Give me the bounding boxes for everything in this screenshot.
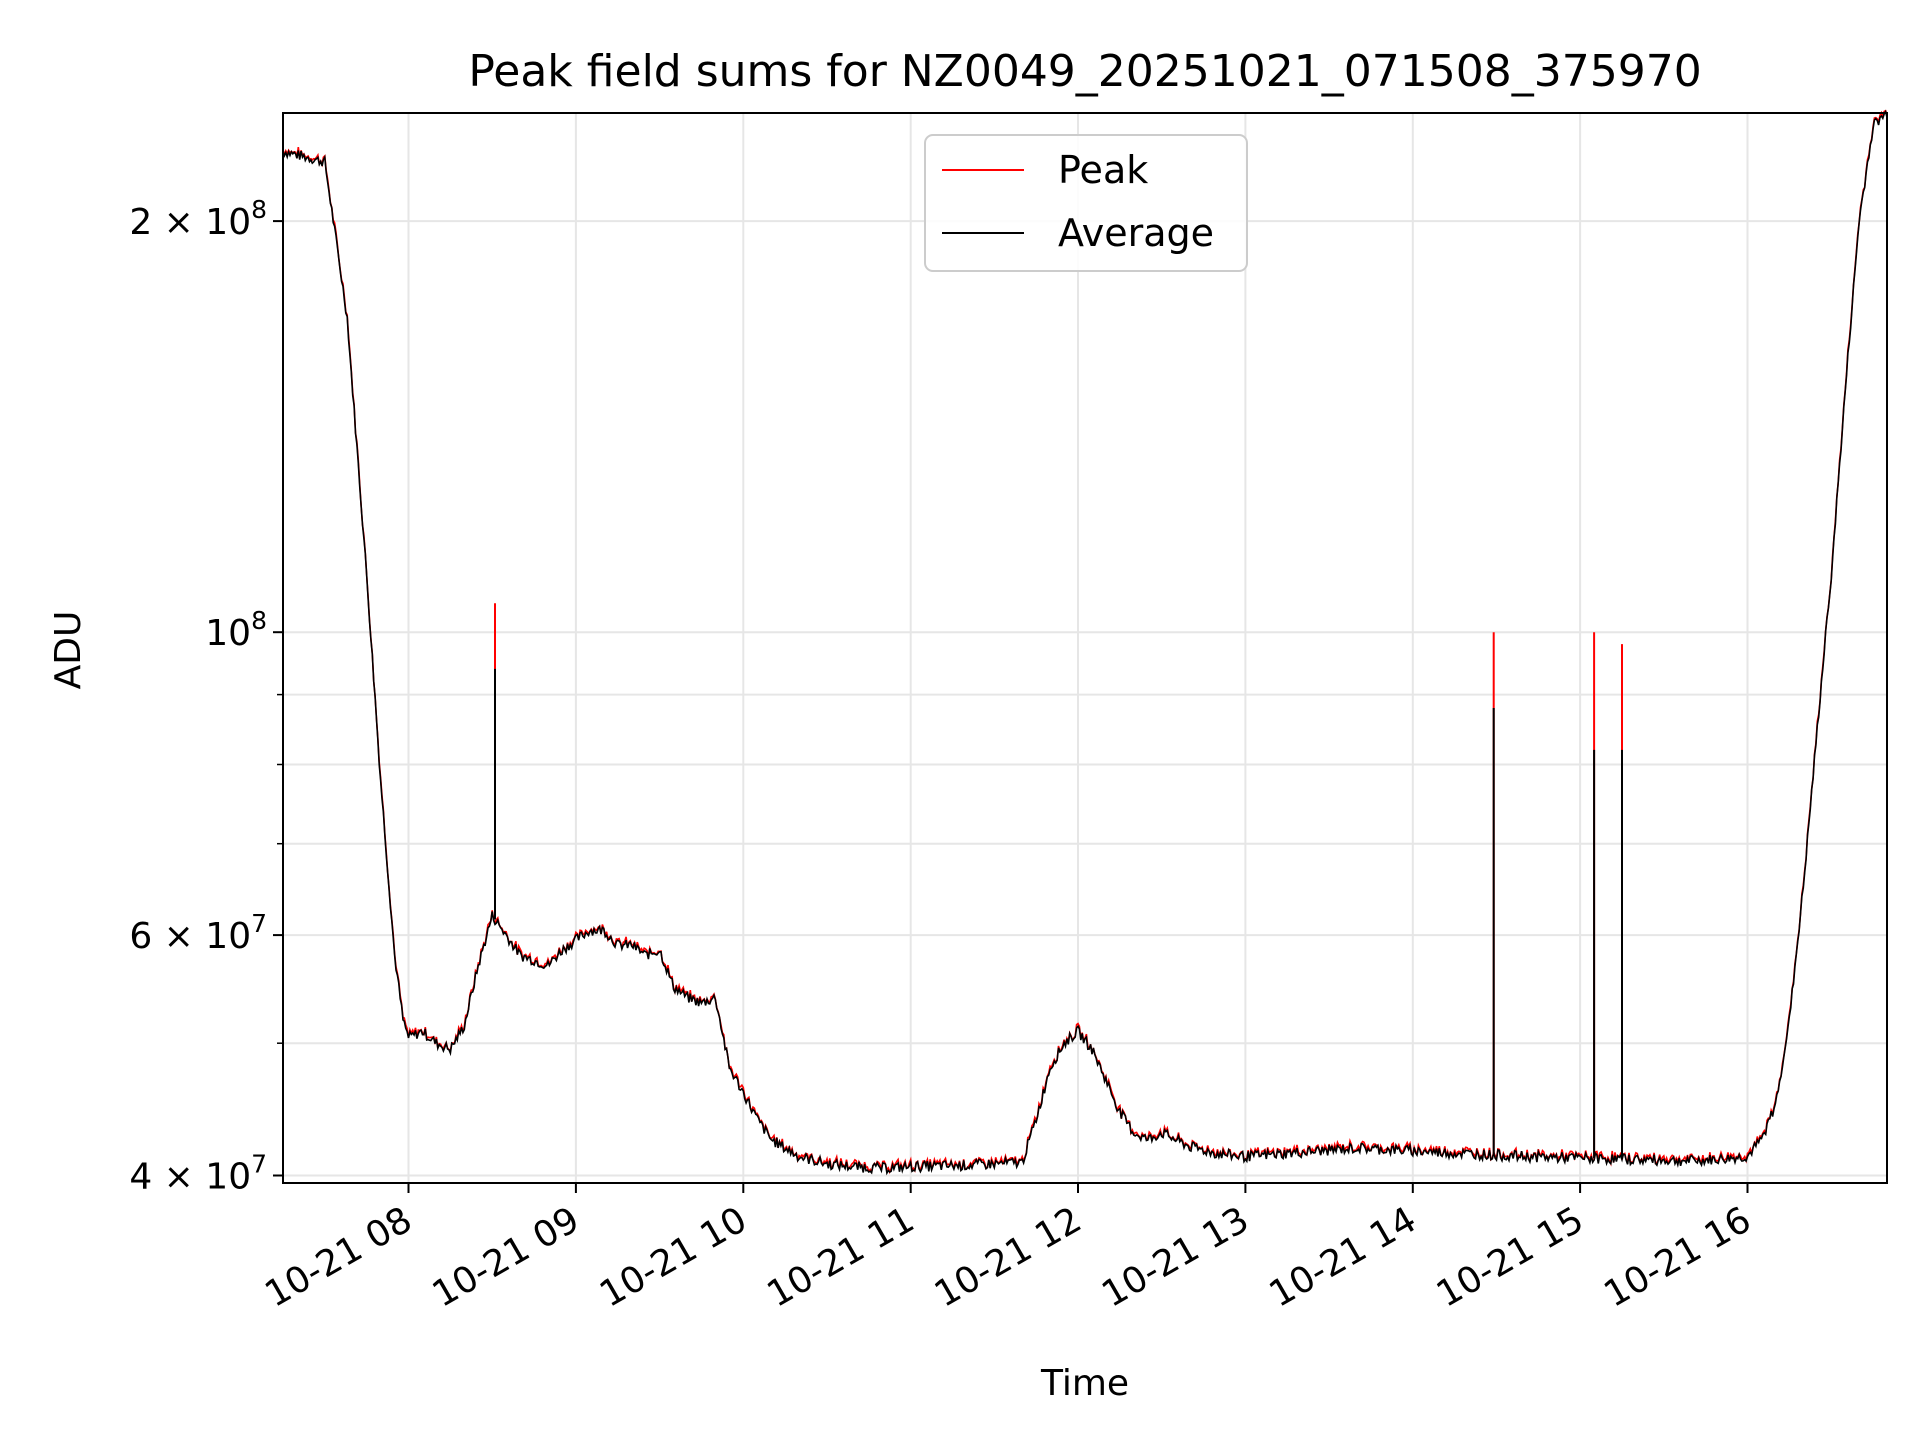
plot-frame	[282, 112, 1888, 1184]
y-tick-label: 6 × 107	[129, 909, 267, 957]
legend-label-average: Average	[1058, 211, 1214, 255]
series-layer	[282, 109, 1888, 1176]
y-axis-label: ADU	[48, 611, 89, 690]
chart-title: Peak field sums for NZ0049_20251021_0715…	[468, 46, 1701, 97]
x-axis-label: Time	[1040, 1363, 1129, 1404]
y-tick-label: 4 × 107	[129, 1150, 267, 1198]
grid	[283, 113, 1887, 1183]
legend: Peak Average	[924, 134, 1248, 272]
y-axis: 4 × 107 6 × 107 108 2 × 108	[129, 195, 283, 1198]
y-tick-label: 2 × 108	[129, 195, 267, 243]
y-tick-label: 108	[205, 606, 267, 654]
legend-label-peak: Peak	[1058, 148, 1148, 192]
series-line-average	[282, 109, 1888, 1176]
